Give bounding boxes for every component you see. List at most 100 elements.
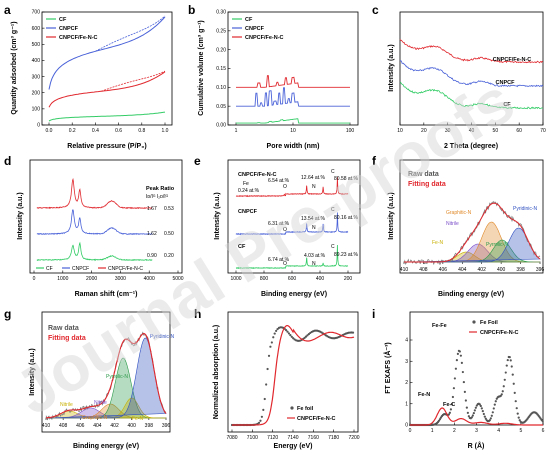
panel-a-fenc-isotherm xyxy=(48,71,166,108)
data-marker xyxy=(500,393,503,396)
tick-label: 20 xyxy=(421,128,427,134)
panel-g-fitting xyxy=(46,332,167,419)
data-marker xyxy=(472,411,475,415)
panel-h-fe-foil-markers xyxy=(230,326,355,427)
tick-label: 70 xyxy=(540,128,546,134)
tick-label: 0.05 xyxy=(216,104,226,110)
tick-label: 5 xyxy=(519,428,522,434)
data-marker xyxy=(491,411,494,414)
data-marker xyxy=(465,406,468,409)
data-marker xyxy=(493,403,496,406)
panel-e-fenc-fe: 0.24 at.% xyxy=(238,188,260,194)
tick-label: 0.20 xyxy=(216,47,226,53)
panel-d-legend: CF CNPCF CNPCF/Fe-N-C xyxy=(36,266,143,272)
tick-label: 700 xyxy=(32,10,41,16)
panel-c-ylabel: Intensity (a.u.) xyxy=(388,44,395,91)
tick-label: 500 xyxy=(32,42,41,48)
panel-g-fitted-peaks xyxy=(45,337,167,419)
panel-d-ratio-cnpcf-2d: 0.50 xyxy=(164,231,174,237)
data-marker xyxy=(479,404,482,408)
panel-f-peak-pyridinic: Pyridinic-N xyxy=(513,206,538,212)
panel-e-xlabel: Binding energy (eV) xyxy=(261,291,327,298)
legend-cnpcf: CNPCF xyxy=(59,26,79,32)
tick-label: 2000 xyxy=(86,276,97,282)
panel-e-sample-cf: CF xyxy=(238,244,246,250)
panel-e-fenc-fe-label: Fe xyxy=(243,181,249,187)
tick-label: 400 xyxy=(497,267,506,273)
tick-label: 7100 xyxy=(247,435,258,441)
data-marker xyxy=(351,331,355,334)
panel-i-ylabel: FT EXAFS (Å⁻³) xyxy=(383,342,392,394)
panel-e-ylabel: Intensity (a.u.) xyxy=(214,192,221,239)
panel-h-xlabel: Energy (eV) xyxy=(274,443,313,450)
tick-label: 100 xyxy=(346,128,355,134)
panel-i-legend-foil: Fe Foil xyxy=(480,320,498,326)
panel-f-legend-fit: Fitting data xyxy=(408,181,446,188)
panel-d-ratio-title: Peak Ratio xyxy=(146,186,175,192)
data-marker xyxy=(273,332,276,335)
tick-label: 0.4 xyxy=(92,128,99,134)
data-marker xyxy=(483,415,486,418)
panel-g-ylabel: Intensity (a.u.) xyxy=(29,348,36,395)
panel-f-fitted-peaks xyxy=(403,221,541,263)
panel-e-axes xyxy=(227,159,361,274)
data-marker xyxy=(471,414,474,417)
panel-h-ylabel: Normalized absorption (a.u.) xyxy=(213,325,220,420)
panel-h-xticks: 7080 7100 7120 7140 7160 7180 7200 xyxy=(226,429,360,441)
panel-f-peak-nitrile: Nitrile xyxy=(446,221,459,227)
panel-c-cnpcf-xrd xyxy=(399,59,544,88)
panel-a-fenc-desorption xyxy=(101,70,166,92)
data-marker xyxy=(438,418,442,421)
tick-label: 408 xyxy=(419,267,428,273)
legend-swatch xyxy=(472,320,476,324)
panel-d-fenc-raman xyxy=(36,177,153,210)
tick-label: 1 xyxy=(405,401,408,407)
data-marker xyxy=(452,387,455,390)
data-marker xyxy=(474,406,477,409)
data-marker xyxy=(481,410,484,413)
panel-a-ylabel: Quantity adsorbed (cm³ g⁻¹) xyxy=(11,21,18,114)
data-marker xyxy=(275,329,278,333)
panel-d-label: d xyxy=(4,154,11,168)
data-marker xyxy=(480,407,483,410)
data-marker xyxy=(449,408,452,411)
data-marker xyxy=(473,409,476,412)
tick-label: 200 xyxy=(344,276,353,282)
tick-label: 0.2 xyxy=(69,128,76,134)
panel-g-xticks: 410 408 406 404 402 400 398 396 xyxy=(42,417,170,429)
tick-label: 402 xyxy=(110,423,119,429)
panel-e-cnpcf-c: 80.16 at.% xyxy=(334,215,358,221)
legend-cf: CF xyxy=(245,17,253,23)
data-marker xyxy=(448,411,451,414)
data-marker xyxy=(509,359,512,362)
panel-d: d Raman shift (cm⁻¹) Intensity (a.u.) 0 1… xyxy=(4,154,184,298)
panel-d-cf-raman xyxy=(36,241,153,262)
panel-i-peak-fec: Fe-C xyxy=(443,402,455,408)
data-marker xyxy=(463,390,466,393)
data-marker xyxy=(451,395,454,399)
panel-e-label: e xyxy=(194,154,201,168)
panel-i-xlabel: R (Å) xyxy=(468,441,485,450)
data-marker xyxy=(492,407,495,410)
panel-a-cf-isotherm xyxy=(48,111,166,122)
panel-g-label: g xyxy=(4,307,11,321)
tick-label: 1.0 xyxy=(162,128,169,134)
tick-label: 300 xyxy=(32,74,41,80)
panel-g-peak-pyridinic: Pyridinic-N xyxy=(150,334,175,340)
panel-c: c 2 Theta (degree) Intensity (a.u.) 10 20… xyxy=(372,3,546,150)
data-marker xyxy=(467,415,470,418)
panel-e-cf-xps xyxy=(235,244,349,270)
data-marker xyxy=(453,377,456,380)
panel-e-cnpcf-xps xyxy=(235,212,349,236)
data-marker xyxy=(464,399,467,402)
panel-d-axes xyxy=(29,159,183,274)
data-marker xyxy=(263,397,266,401)
panel-b-cf-curve xyxy=(236,118,350,124)
panel-h-fenc-xanes xyxy=(232,325,355,426)
tick-label: 0.10 xyxy=(216,85,226,91)
data-marker xyxy=(265,383,268,386)
tick-label: 3000 xyxy=(115,276,126,282)
panel-f-label: f xyxy=(372,154,377,168)
panel-g-peak-fen: Fe-N xyxy=(132,416,144,422)
panel-b-xlabel: Pore width (nm) xyxy=(267,143,320,150)
